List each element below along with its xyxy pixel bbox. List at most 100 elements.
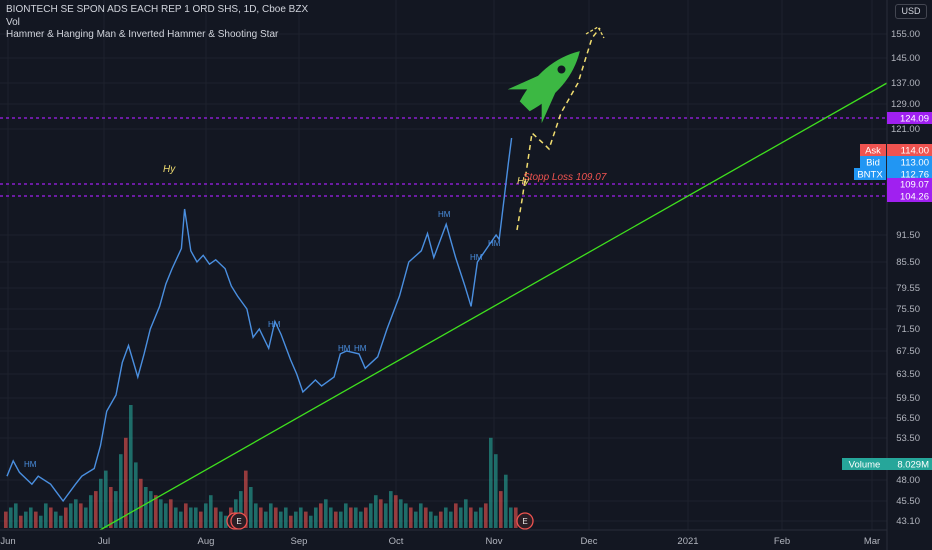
volume-bar <box>509 507 513 528</box>
volume-bar <box>44 503 48 528</box>
volume-bar <box>14 503 18 528</box>
price-tag <box>887 144 932 156</box>
volume-bar <box>49 507 53 528</box>
volume-bar <box>314 507 318 528</box>
price-tag-name: Ask <box>865 146 881 157</box>
currency-button[interactable]: USD <box>895 4 927 19</box>
earnings-marker-label: E <box>236 517 241 526</box>
volume-bar <box>479 507 483 528</box>
volume-bar <box>414 511 418 528</box>
stop-loss-label: Stopp Loss 109.07 <box>523 172 607 183</box>
time-tick-label: Feb <box>774 536 790 547</box>
volume-bar <box>364 507 368 528</box>
volume-bars <box>4 405 518 528</box>
volume-bar <box>134 462 138 528</box>
earnings-marker <box>230 512 248 530</box>
volume-bar <box>374 495 378 528</box>
volume-bar <box>339 511 343 528</box>
time-tick-label: Sep <box>291 536 308 547</box>
price-tag-name-box <box>854 168 886 180</box>
volume-bar <box>189 507 193 528</box>
time-tick-label: Mar <box>864 536 880 547</box>
horizontal-levels <box>0 117 887 197</box>
hm-label: HM <box>470 253 483 262</box>
price-tick-label: 71.50 <box>896 324 920 335</box>
volume-bar <box>169 499 173 528</box>
earnings-marker-label: E <box>522 517 527 526</box>
volume-tag-value: 8.029M <box>897 460 929 471</box>
price-tick-label: 75.50 <box>896 304 920 315</box>
volume-bar <box>404 503 408 528</box>
volume-bar <box>449 511 453 528</box>
price-labels: 124.09 114.00 Ask 113.00 Bid 112.76 BNTX 109.07… <box>842 112 932 471</box>
volume-bar <box>484 503 488 528</box>
price-tick-label: 79.55 <box>896 283 920 294</box>
hm-label: HM <box>24 460 37 469</box>
volume-bar <box>409 507 413 528</box>
volume-bar <box>214 507 218 528</box>
price-tick-label: 53.50 <box>896 433 920 444</box>
projection-arrowhead <box>585 26 605 39</box>
volume-bar <box>424 507 428 528</box>
volume-bar <box>194 507 198 528</box>
volume-bar <box>119 454 123 528</box>
volume-bar <box>249 487 253 528</box>
time-tick-label: Aug <box>198 536 215 547</box>
time-tick-label: Nov <box>486 536 503 547</box>
time-tick-label: Oct <box>389 536 404 547</box>
volume-bar <box>474 511 478 528</box>
volume-bar <box>259 507 263 528</box>
annotations: Stopp Loss 109.07HyHyHMHMHMHMHMHMHMEEE <box>24 164 607 530</box>
volume-bar <box>319 503 323 528</box>
volume-bar <box>354 507 358 528</box>
hm-label: HM <box>438 210 451 219</box>
volume-bar <box>99 478 103 528</box>
price-tick-label: 48.00 <box>896 475 920 486</box>
volume-bar <box>389 491 393 528</box>
volume-bar <box>459 507 463 528</box>
volume-bar <box>79 503 83 528</box>
price-tick-label: 145.00 <box>891 53 920 64</box>
price-tick-label: 67.50 <box>896 346 920 357</box>
volume-bar <box>244 470 248 528</box>
volume-bar <box>89 495 93 528</box>
symbol-title[interactable]: BIONTECH SE SPON ADS EACH REP 1 ORD SHS,… <box>6 4 309 15</box>
volume-bar <box>39 515 43 528</box>
volume-bar <box>184 503 188 528</box>
price-tick-label: 137.00 <box>891 78 920 89</box>
price-tag-value: 104.26 <box>900 192 929 203</box>
volume-bar <box>324 499 328 528</box>
price-tag-value: 124.09 <box>900 114 929 125</box>
hm-label: HM <box>338 344 351 353</box>
volume-bar <box>54 511 58 528</box>
hm-label: HM <box>268 320 281 329</box>
volume-bar <box>9 507 13 528</box>
volume-bar <box>494 454 498 528</box>
volume-bar <box>279 511 283 528</box>
volume-bar <box>444 507 448 528</box>
pattern-indicator-label[interactable]: Hammer & Hanging Man & Inverted Hammer &… <box>6 29 279 40</box>
volume-bar <box>199 511 203 528</box>
price-tag <box>887 190 932 202</box>
volume-bar <box>114 491 118 528</box>
volume-tag-name-box <box>842 458 887 470</box>
volume-bar <box>94 491 98 528</box>
time-axis[interactable]: Jun Jul Aug Sep Oct Nov Dec 2021 Feb Mar <box>0 536 880 547</box>
volume-bar <box>429 511 433 528</box>
price-tick-label: 43.10 <box>896 516 920 527</box>
hy-label: Hy <box>517 176 530 187</box>
volume-bar <box>254 503 258 528</box>
volume-bar <box>24 511 28 528</box>
price-tag-value: 113.00 <box>901 158 929 169</box>
volume-bar <box>109 487 113 528</box>
volume-bar <box>139 478 143 528</box>
volume-bar <box>369 503 373 528</box>
support-trendline[interactable] <box>99 82 888 531</box>
volume-bar <box>439 511 443 528</box>
volume-bar <box>299 507 303 528</box>
volume-tag-name: Volume <box>849 460 881 471</box>
volume-bar <box>344 503 348 528</box>
volume-indicator-label[interactable]: Vol <box>6 16 20 28</box>
price-axis[interactable]: 155.00 145.00 137.00 129.00 121.00 91.50 85.50… <box>891 29 920 527</box>
